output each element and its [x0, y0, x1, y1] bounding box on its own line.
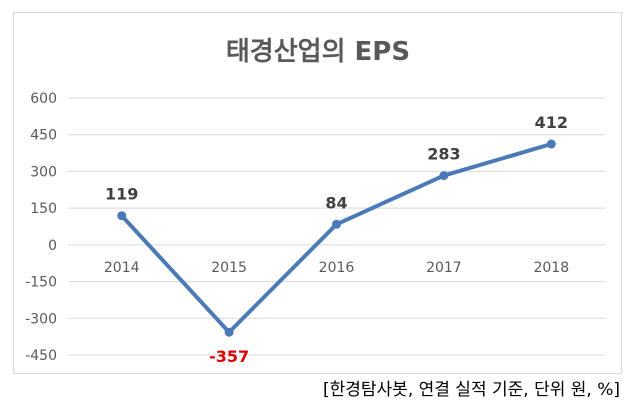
eps-series-line [119, 142, 554, 335]
y-tick-label: 150 [30, 201, 57, 217]
x-tick-label: 2015 [211, 260, 247, 276]
data-point [439, 171, 449, 181]
y-tick-label: -300 [25, 311, 57, 327]
y-tick-label: -450 [25, 348, 57, 364]
x-tick-label: 2018 [533, 260, 569, 276]
data-label: 84 [325, 193, 347, 212]
data-label: 283 [427, 145, 460, 164]
chart-title: 태경산업의 EPS [226, 37, 410, 67]
data-label: 119 [105, 185, 138, 204]
data-point [332, 219, 341, 229]
source-footnote: [한경탐사봇, 연결 실적 기준, 단위 원, %] [322, 380, 620, 400]
y-tick-label: -150 [25, 275, 57, 291]
y-tick-label: 0 [48, 238, 57, 254]
y-tick-label: 600 [30, 91, 57, 107]
data-point [117, 211, 127, 221]
x-tick-label: 2016 [319, 260, 355, 276]
x-tick-label: 2014 [104, 260, 140, 276]
y-tick-label: 450 [30, 128, 57, 144]
x-tick-label: 2017 [426, 260, 462, 276]
chart-frame [13, 12, 622, 374]
data-label: 412 [535, 113, 568, 132]
data-point [546, 139, 556, 149]
data-label: -357 [209, 347, 249, 366]
data-point [224, 327, 234, 337]
y-tick-label: 300 [30, 164, 57, 180]
